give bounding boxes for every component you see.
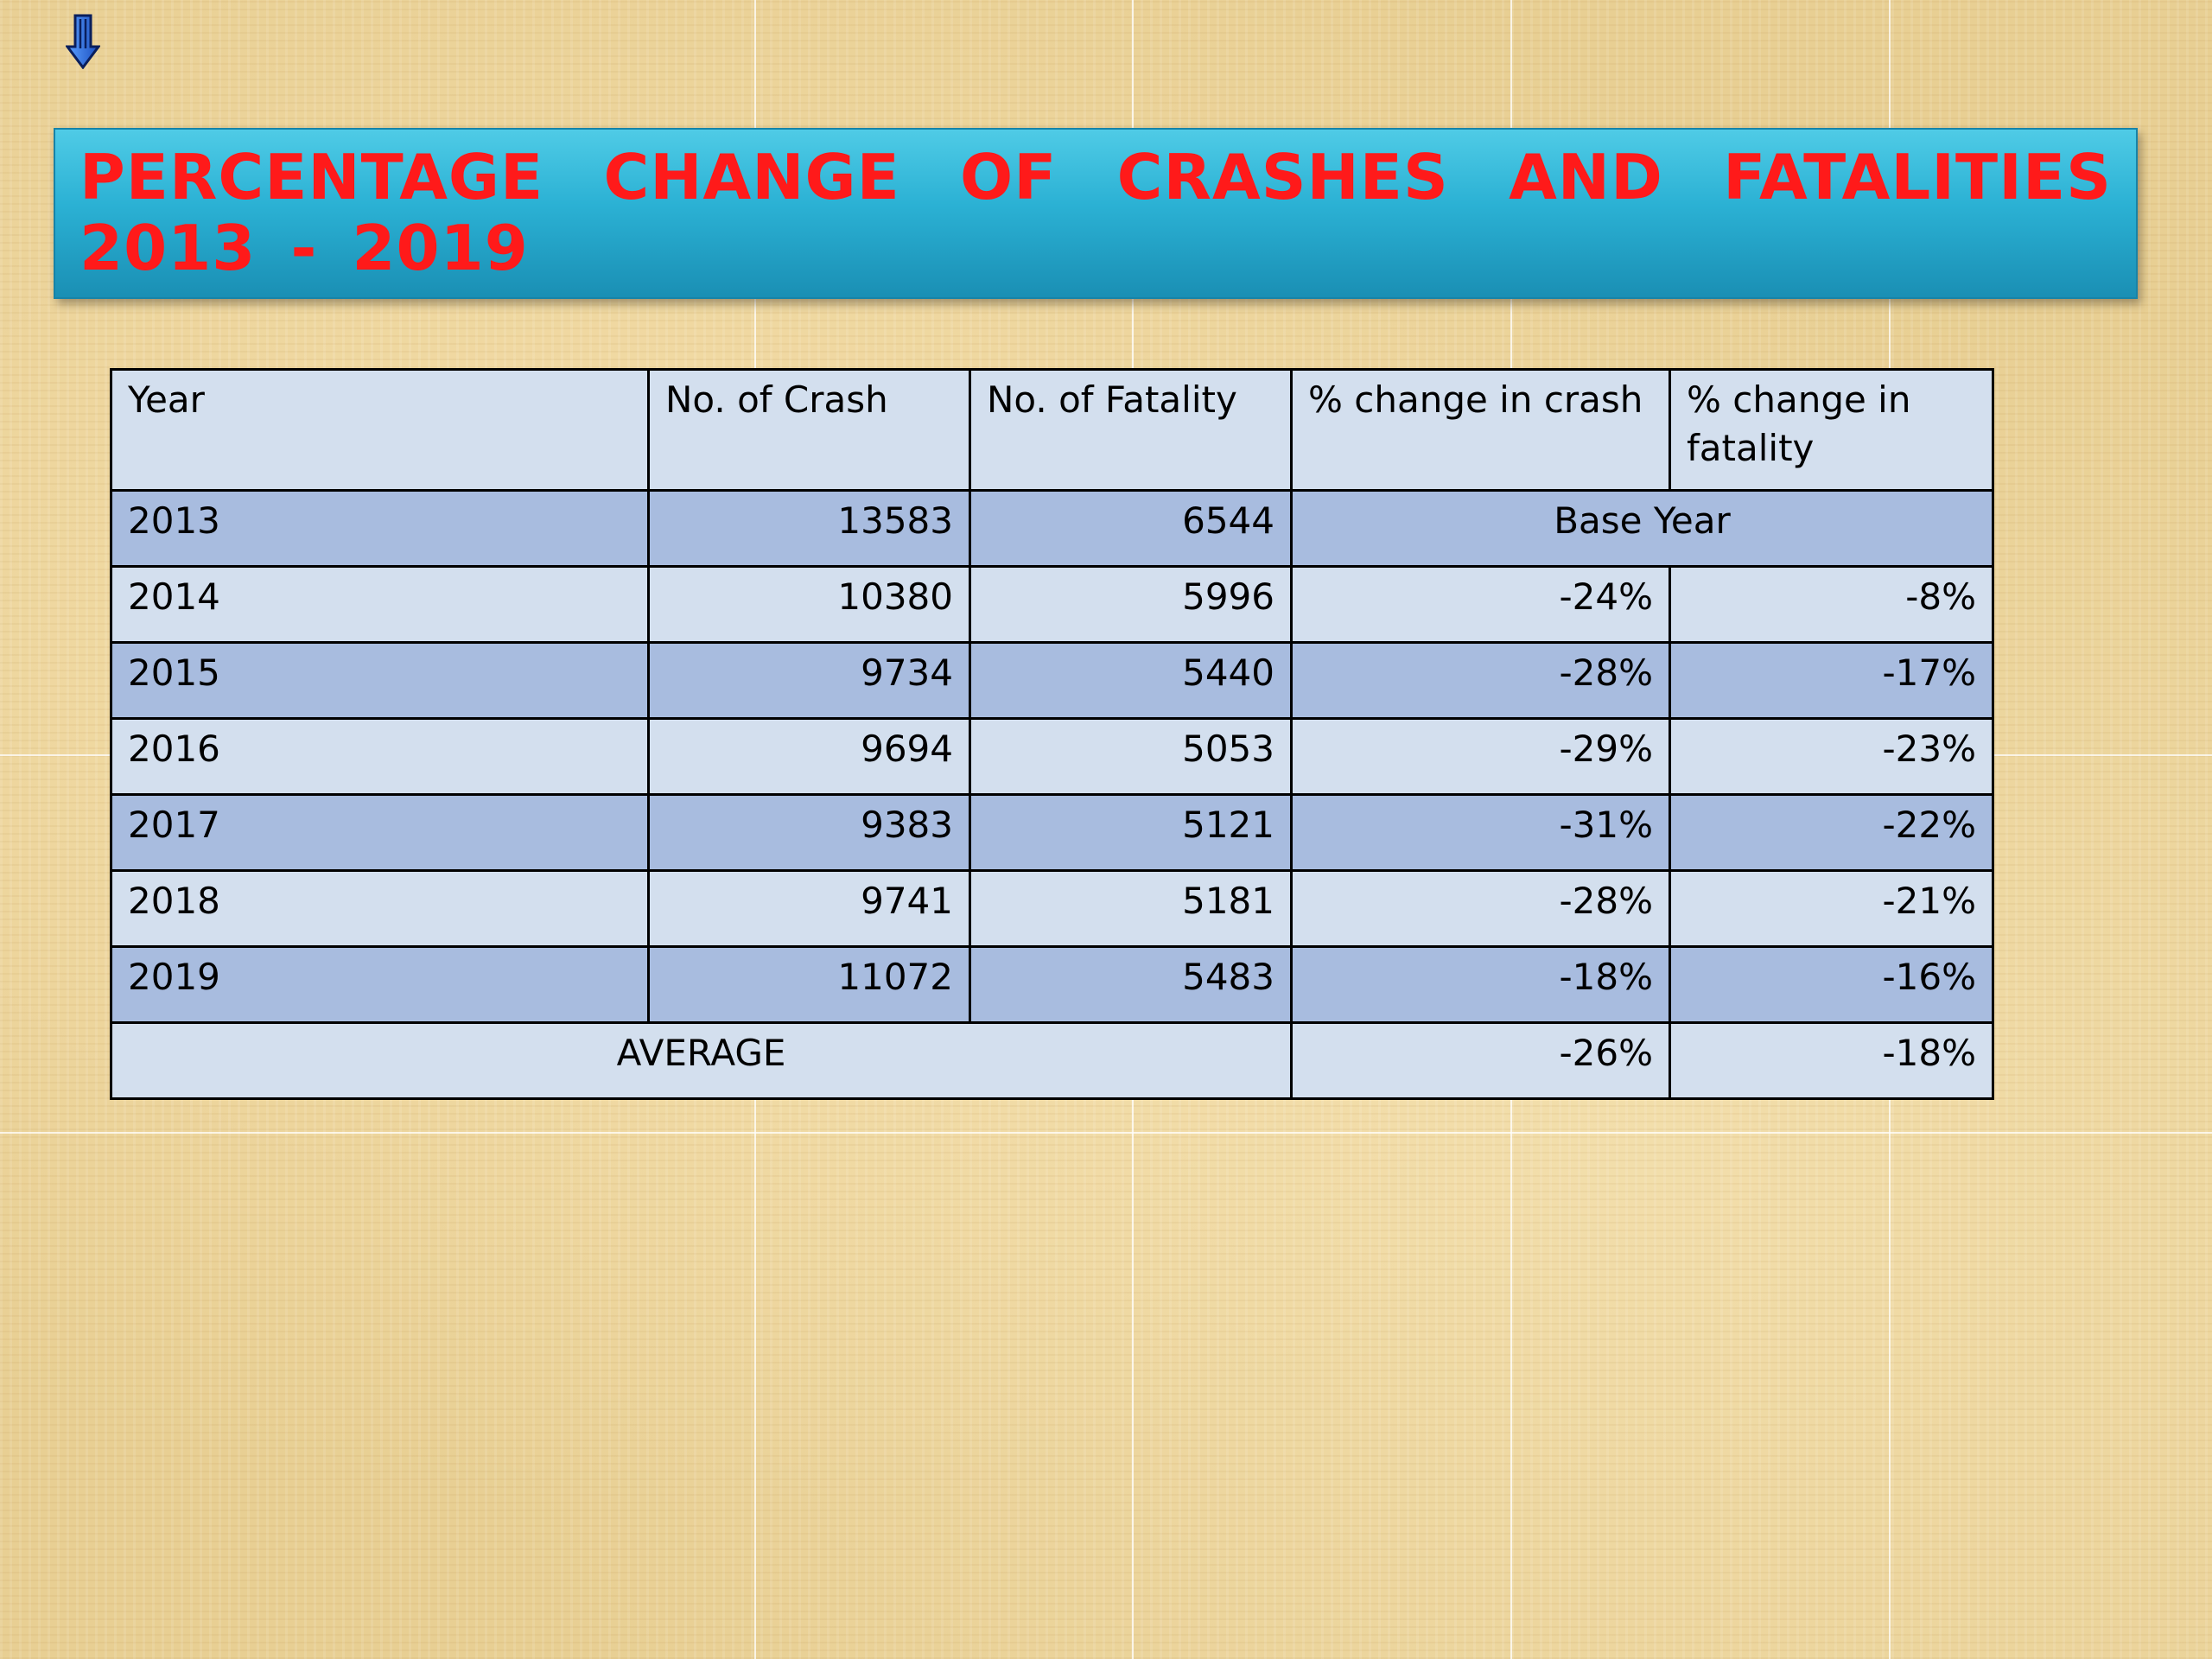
cell-pct-crash: -31% <box>1290 793 1671 872</box>
cell-pct-fatality: -23% <box>1669 717 1994 796</box>
cell-crash: 9694 <box>647 717 971 796</box>
cell-base-year: Base Year <box>1290 489 1994 568</box>
cell-year: 2014 <box>110 565 650 644</box>
cell-year: 2017 <box>110 793 650 872</box>
table-row: 2017 9383 5121 -31% -22% <box>110 793 1994 872</box>
table-row: 2014 10380 5996 -24% -8% <box>110 565 1994 644</box>
cell-crash: 13583 <box>647 489 971 568</box>
cell-pct-crash: -28% <box>1290 641 1671 720</box>
table-row: 2016 9694 5053 -29% -23% <box>110 717 1994 796</box>
cell-pct-crash: -29% <box>1290 717 1671 796</box>
cell-fatality: 6544 <box>969 489 1293 568</box>
cell-fatality: 5181 <box>969 869 1293 948</box>
average-label: AVERAGE <box>110 1021 1293 1100</box>
cell-pct-fatality: -21% <box>1669 869 1994 948</box>
title-banner: PERCENTAGE CHANGE OF CRASHES AND FATALIT… <box>54 128 2138 299</box>
cell-pct-crash: -28% <box>1290 869 1671 948</box>
cell-fatality: 5121 <box>969 793 1293 872</box>
cell-year: 2016 <box>110 717 650 796</box>
header-crash: No. of Crash <box>647 368 971 492</box>
average-pct-fatality: -18% <box>1669 1021 1994 1100</box>
cell-pct-crash: -24% <box>1290 565 1671 644</box>
cell-fatality: 5053 <box>969 717 1293 796</box>
cell-pct-fatality: -22% <box>1669 793 1994 872</box>
cell-crash: 9741 <box>647 869 971 948</box>
cell-fatality: 5996 <box>969 565 1293 644</box>
cell-year: 2015 <box>110 641 650 720</box>
average-row: AVERAGE -26% -18% <box>110 1021 1994 1100</box>
cell-pct-fatality: -17% <box>1669 641 1994 720</box>
table-row: 2013 13583 6544 Base Year <box>110 489 1994 568</box>
cell-pct-fatality: -8% <box>1669 565 1994 644</box>
header-year: Year <box>110 368 650 492</box>
cell-year: 2019 <box>110 945 650 1024</box>
cell-pct-crash: -18% <box>1290 945 1671 1024</box>
grid-line <box>0 1132 2212 1134</box>
table-header-row: Year No. of Crash No. of Fatality % chan… <box>110 368 1994 492</box>
cell-fatality: 5483 <box>969 945 1293 1024</box>
cell-crash: 11072 <box>647 945 971 1024</box>
down-arrow-icon[interactable] <box>66 14 100 69</box>
cell-crash: 10380 <box>647 565 971 644</box>
cell-fatality: 5440 <box>969 641 1293 720</box>
crash-fatality-table: Year No. of Crash No. of Fatality % chan… <box>110 368 1994 1100</box>
table-row: 2018 9741 5181 -28% -21% <box>110 869 1994 948</box>
cell-year: 2018 <box>110 869 650 948</box>
header-fatality: No. of Fatality <box>969 368 1293 492</box>
average-pct-crash: -26% <box>1290 1021 1671 1100</box>
header-pct-crash: % change in crash <box>1290 368 1671 492</box>
header-pct-fatality: % change in fatality <box>1669 368 1994 492</box>
cell-crash: 9734 <box>647 641 971 720</box>
table-row: 2015 9734 5440 -28% -17% <box>110 641 1994 720</box>
cell-year: 2013 <box>110 489 650 568</box>
table-row: 2019 11072 5483 -18% -16% <box>110 945 1994 1024</box>
page-title: PERCENTAGE CHANGE OF CRASHES AND FATALIT… <box>79 141 2112 284</box>
cell-pct-fatality: -16% <box>1669 945 1994 1024</box>
cell-crash: 9383 <box>647 793 971 872</box>
